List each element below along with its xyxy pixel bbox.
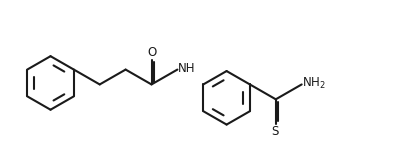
Text: NH$_2$: NH$_2$: [301, 76, 325, 91]
Text: NH: NH: [177, 62, 195, 75]
Text: O: O: [147, 46, 156, 59]
Text: S: S: [271, 125, 278, 138]
